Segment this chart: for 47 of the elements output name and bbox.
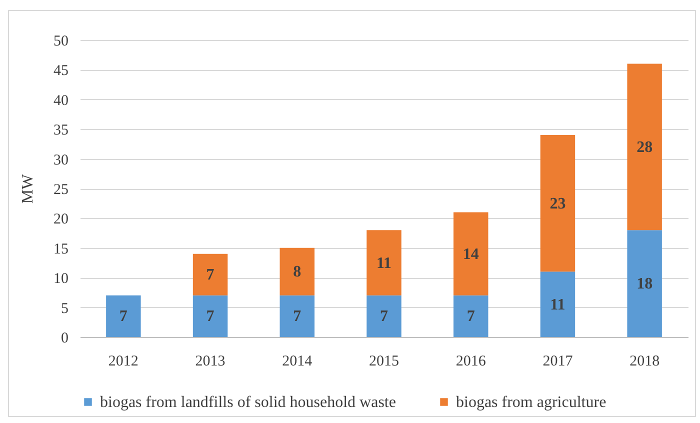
data-label: 14 xyxy=(462,246,479,263)
bar xyxy=(280,248,315,296)
y-tick-label: 35 xyxy=(54,122,68,139)
bar xyxy=(366,295,402,337)
y-axis-title: MW xyxy=(20,173,36,204)
bar xyxy=(540,272,576,337)
data-label: 7 xyxy=(466,308,475,326)
y-tick-label: 0 xyxy=(61,330,68,346)
data-label: 18 xyxy=(636,276,653,293)
data-label: 7 xyxy=(293,308,302,326)
y-tick-label: 25 xyxy=(54,182,68,198)
data-label: 7 xyxy=(206,308,214,326)
legend-label: biogas from agriculture xyxy=(456,394,606,411)
x-tick-label: 2017 xyxy=(542,354,574,370)
y-tick-label: 40 xyxy=(54,92,68,109)
data-label: 11 xyxy=(550,296,566,314)
data-label: 8 xyxy=(293,264,302,281)
x-tick-label: 2013 xyxy=(195,354,226,370)
bar xyxy=(192,295,228,337)
bar xyxy=(366,230,402,296)
y-tick-label: 45 xyxy=(54,63,68,80)
data-label: 7 xyxy=(380,308,388,326)
y-tick-label: 20 xyxy=(54,212,68,228)
x-tick-label: 2012 xyxy=(108,354,138,370)
bar xyxy=(280,295,315,337)
bar xyxy=(453,212,488,296)
y-tick-label: 15 xyxy=(54,241,68,258)
data-label: 7 xyxy=(206,266,214,284)
bar xyxy=(453,295,488,337)
bar xyxy=(540,135,576,272)
y-tick-label: 10 xyxy=(54,271,68,288)
x-tick-label: 2016 xyxy=(456,354,486,370)
data-label: 23 xyxy=(550,195,566,212)
bar xyxy=(106,295,141,337)
bar xyxy=(627,64,662,230)
y-tick-label: 30 xyxy=(54,152,68,168)
legend-label: biogas from landfills of solid household waste xyxy=(100,394,396,411)
x-tick-label: 2018 xyxy=(630,354,660,370)
data-label: 7 xyxy=(119,308,128,326)
x-tick-label: 2014 xyxy=(282,354,313,370)
y-tick-label: 5 xyxy=(61,300,68,317)
x-tick-label: 2015 xyxy=(369,354,399,370)
data-label: 28 xyxy=(636,138,653,156)
data-label: 11 xyxy=(376,254,392,272)
bar xyxy=(627,230,662,337)
bar xyxy=(192,254,228,296)
y-tick-label: 50 xyxy=(54,34,68,50)
